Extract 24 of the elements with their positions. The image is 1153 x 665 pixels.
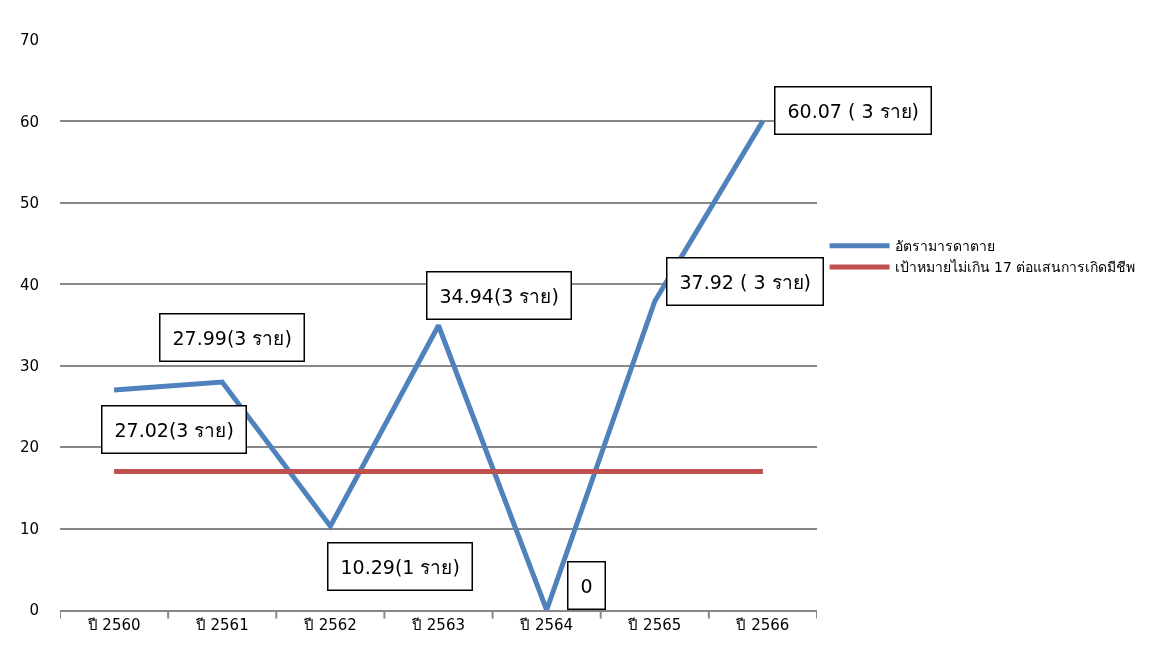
x-tick-label: ปี 2564 <box>519 616 574 634</box>
x-tick-label: ปี 2563 <box>411 616 465 634</box>
y-tick-label: 30 <box>19 356 39 375</box>
legend-label: เป้าหมายไม่เกิน 17 ต่อแสนการเกิดมีชีพ <box>894 259 1136 276</box>
x-tick-label: ปี 2562 <box>302 616 357 634</box>
y-tick-label: 40 <box>19 275 39 294</box>
x-tick-label: ปี 2560 <box>86 616 141 634</box>
y-tick-label: 60 <box>19 112 39 131</box>
y-tick-label: 50 <box>19 194 39 213</box>
data-label: 27.99(3 ราย) <box>172 326 292 349</box>
data-label: 60.07 ( 3 ราย) <box>787 99 919 122</box>
data-label: 27.02(3 ราย) <box>114 418 234 441</box>
x-tick-label: ปี 2561 <box>194 616 249 634</box>
legend-label: อัตรามารดาตาย <box>894 238 995 255</box>
y-tick-label: 70 <box>19 31 39 50</box>
y-tick-label: 0 <box>29 601 39 620</box>
data-label: 0 <box>580 574 593 597</box>
data-label: 34.94(3 ราย) <box>439 284 559 307</box>
data-label: 37.92 ( 3 ราย) <box>679 270 811 293</box>
x-tick-label: ปี 2565 <box>627 616 682 634</box>
y-tick-label: 20 <box>19 438 39 457</box>
y-tick-label: 10 <box>19 519 39 538</box>
data-label: 10.29(1 ราย) <box>340 555 460 578</box>
x-tick-label: ปี 2566 <box>735 616 790 634</box>
